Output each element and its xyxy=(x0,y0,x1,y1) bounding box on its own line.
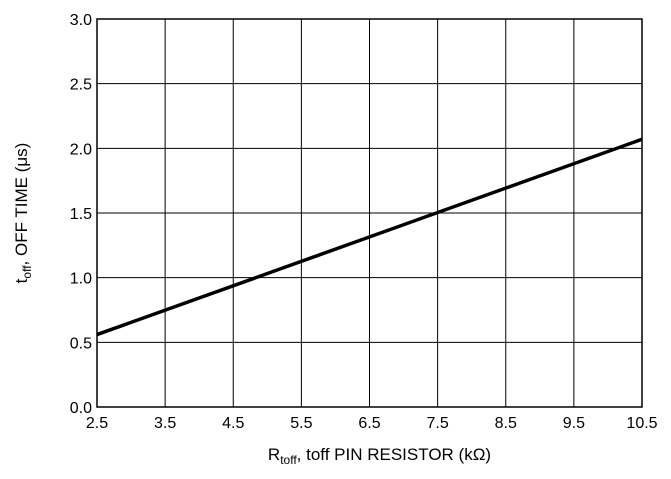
x-tick-label: 9.5 xyxy=(563,415,585,432)
series-group xyxy=(96,137,643,337)
x-tick-label: 10.5 xyxy=(626,415,657,432)
y-axis-label: toff, OFF TIME (μs) xyxy=(12,143,34,284)
x-tick-label: 7.5 xyxy=(427,415,449,432)
y-axis-label-rest: , OFF TIME (μs) xyxy=(12,143,31,266)
grid xyxy=(97,19,642,407)
x-tick-label: 8.5 xyxy=(495,415,517,432)
y-tick-label: 0.5 xyxy=(70,335,92,352)
x-tick-label: 2.5 xyxy=(86,415,108,432)
x-axis-label-subscript: toff xyxy=(280,453,297,467)
y-tick-label: 1.5 xyxy=(70,206,92,223)
x-tick-label: 5.5 xyxy=(290,415,312,432)
x-axis-label-main: R xyxy=(268,445,280,464)
y-tick-labels: 0.0 0.5 1.0 1.5 2.0 2.5 3.0 xyxy=(70,12,92,417)
y-tick-label: 0.0 xyxy=(70,400,92,417)
series-line xyxy=(96,137,643,337)
x-tick-label: 3.5 xyxy=(154,415,176,432)
x-tick-label: 4.5 xyxy=(222,415,244,432)
x-tick-label: 6.5 xyxy=(358,415,380,432)
y-axis-label-subscript: off xyxy=(20,265,34,279)
y-tick-label: 2.5 xyxy=(70,77,92,94)
y-axis-label-main: t xyxy=(12,278,31,283)
y-tick-label: 2.0 xyxy=(70,141,92,158)
x-axis-label-rest: , toff PIN RESISTOR (kΩ) xyxy=(297,445,491,464)
x-axis-label: Rtoff, toff PIN RESISTOR (kΩ) xyxy=(268,445,491,467)
y-tick-label: 3.0 xyxy=(70,12,92,29)
plot-frame xyxy=(96,18,643,408)
x-tick-labels: 2.5 3.5 4.5 5.5 6.5 7.5 8.5 9.5 10.5 xyxy=(86,415,658,432)
y-tick-label: 1.0 xyxy=(70,271,92,288)
